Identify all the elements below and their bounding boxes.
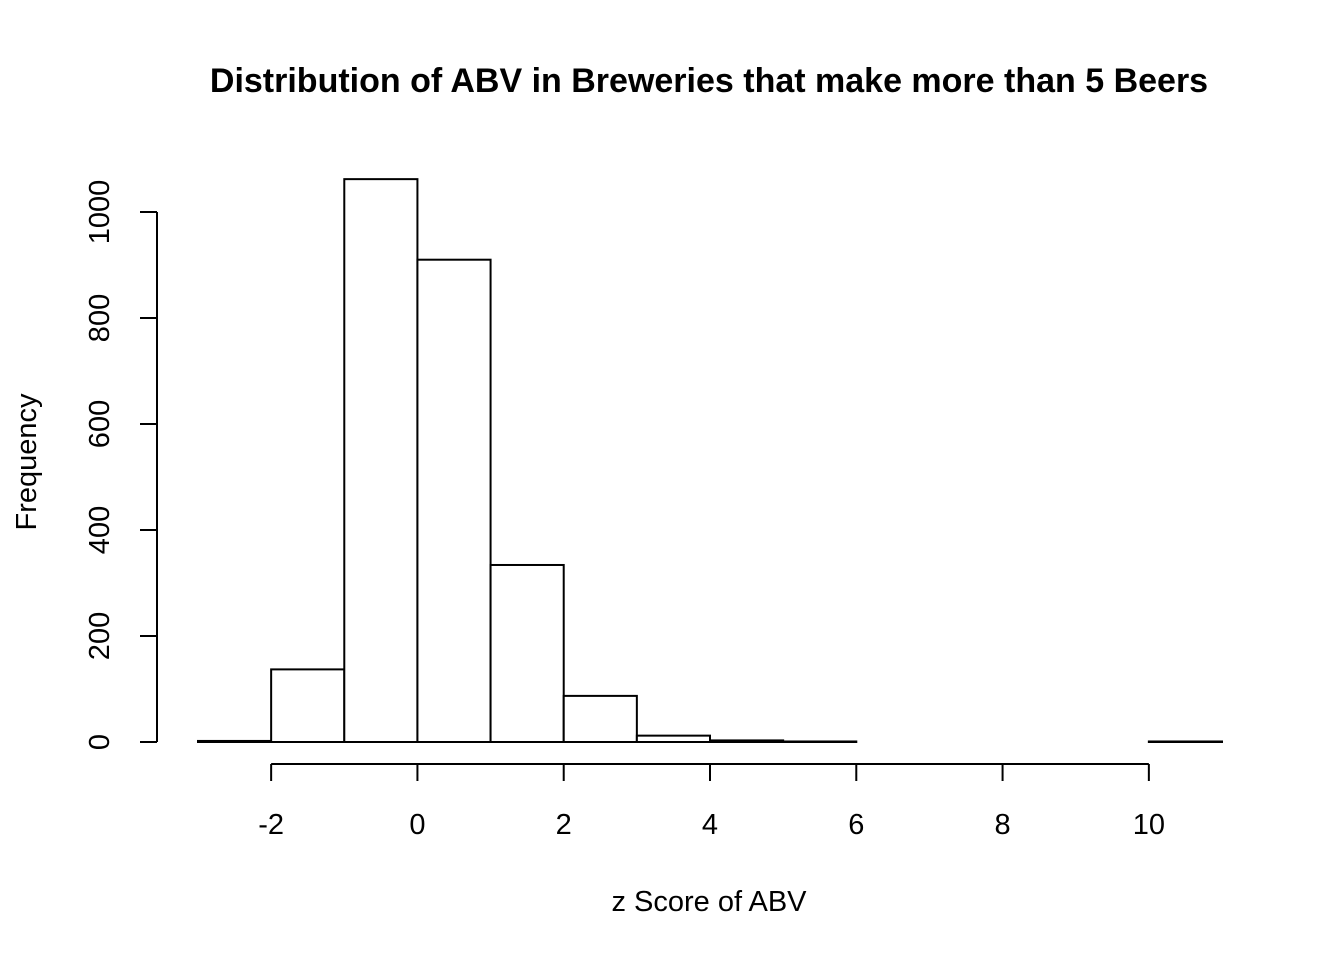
y-axis-tick-label: 1000 (84, 180, 116, 245)
histogram-bar (416, 258, 492, 743)
x-axis-tick-label: 8 (995, 809, 1011, 841)
histogram-bar (197, 739, 273, 744)
histogram-bar (782, 740, 858, 743)
histogram-bar (709, 739, 785, 743)
histogram-bar (1147, 740, 1224, 743)
x-axis-tick-label: -2 (258, 809, 284, 841)
histogram-bars (197, 178, 1224, 744)
x-axis-tick-label: 10 (1133, 809, 1165, 841)
y-axis-tick-label: 800 (84, 294, 116, 342)
histogram-bar (270, 668, 346, 744)
x-axis-tick-label: 0 (409, 809, 425, 841)
chart-title: Distribution of ABV in Breweries that ma… (210, 62, 1208, 100)
y-axis-tick-label: 600 (84, 400, 116, 448)
x-axis-tick-label: 2 (556, 809, 572, 841)
y-axis: 0 200 400 600 800 1000 (84, 180, 158, 750)
x-axis-label: z Score of ABV (611, 886, 807, 918)
histogram-bar (635, 734, 711, 744)
histogram-bar (489, 563, 565, 743)
histogram-bar (343, 178, 419, 743)
x-axis-tick-label: 6 (848, 809, 864, 841)
y-axis-tick-label: 200 (84, 612, 116, 660)
histogram-bar (562, 694, 638, 744)
y-axis-label: Frequency (11, 393, 43, 531)
x-axis: -2 0 2 4 6 8 10 (258, 763, 1165, 841)
y-axis-tick-label: 400 (84, 506, 116, 554)
y-axis-tick-label: 0 (84, 734, 116, 750)
x-axis-tick-label: 4 (702, 809, 718, 841)
